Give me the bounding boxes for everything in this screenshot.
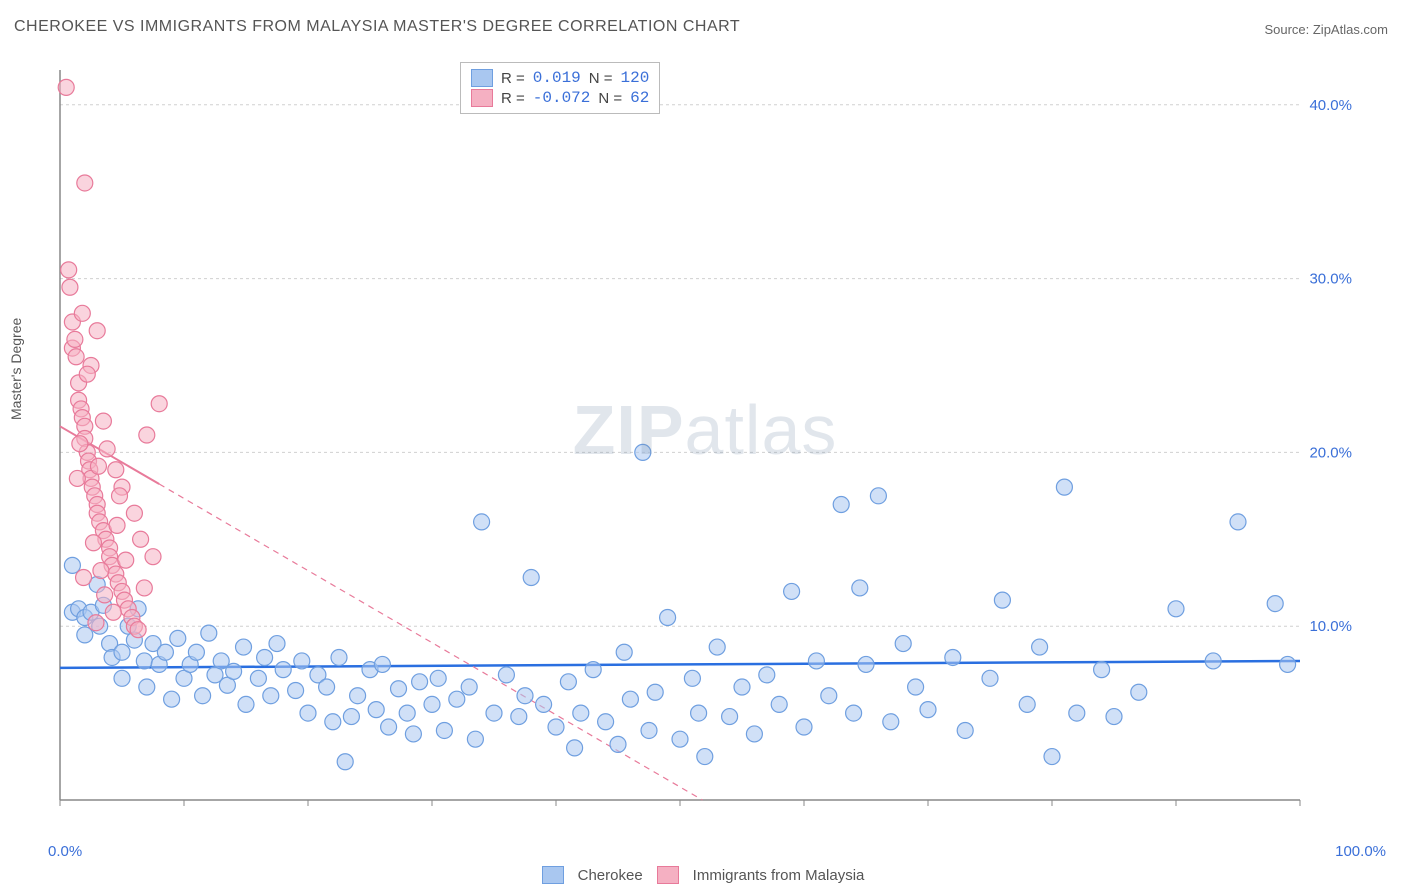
x-axis-max-label: 100.0% — [1335, 843, 1386, 860]
svg-text:40.0%: 40.0% — [1309, 97, 1352, 114]
x-axis-min-label: 0.0% — [48, 843, 82, 860]
swatch-malaysia — [657, 866, 679, 884]
swatch-malaysia — [471, 89, 493, 107]
r-label: R = — [501, 90, 525, 107]
r-label: R = — [501, 70, 525, 87]
n-label: N = — [598, 90, 622, 107]
n-value-cherokee: 120 — [621, 69, 650, 87]
legend-label-cherokee: Cherokee — [578, 867, 643, 884]
swatch-cherokee — [542, 866, 564, 884]
chart-title: CHEROKEE VS IMMIGRANTS FROM MALAYSIA MAS… — [14, 18, 740, 36]
stats-legend: R = 0.019 N = 120 R = -0.072 N = 62 — [460, 62, 660, 114]
svg-text:20.0%: 20.0% — [1309, 444, 1352, 461]
source-value: ZipAtlas.com — [1313, 22, 1388, 37]
y-axis-label: Master's Degree — [8, 318, 24, 420]
legend-label-malaysia: Immigrants from Malaysia — [693, 867, 865, 884]
r-value-cherokee: 0.019 — [533, 69, 581, 87]
source-label: Source: — [1264, 22, 1312, 37]
plot-area: 10.0%20.0%30.0%40.0% ZIPatlas — [50, 60, 1360, 830]
stats-row-malaysia: R = -0.072 N = 62 — [471, 89, 649, 107]
n-value-malaysia: 62 — [630, 89, 649, 107]
series-legend: Cherokee Immigrants from Malaysia — [0, 866, 1406, 884]
scatter-chart: 10.0% 20.0% 30.0% 40.0% — [50, 60, 1360, 830]
source-attribution: Source: ZipAtlas.com — [1264, 22, 1388, 37]
svg-text:10.0%: 10.0% — [1309, 618, 1352, 635]
r-value-malaysia: -0.072 — [533, 89, 591, 107]
n-label: N = — [589, 70, 613, 87]
swatch-cherokee — [471, 69, 493, 87]
svg-text:30.0%: 30.0% — [1309, 271, 1352, 288]
stats-row-cherokee: R = 0.019 N = 120 — [471, 69, 649, 87]
